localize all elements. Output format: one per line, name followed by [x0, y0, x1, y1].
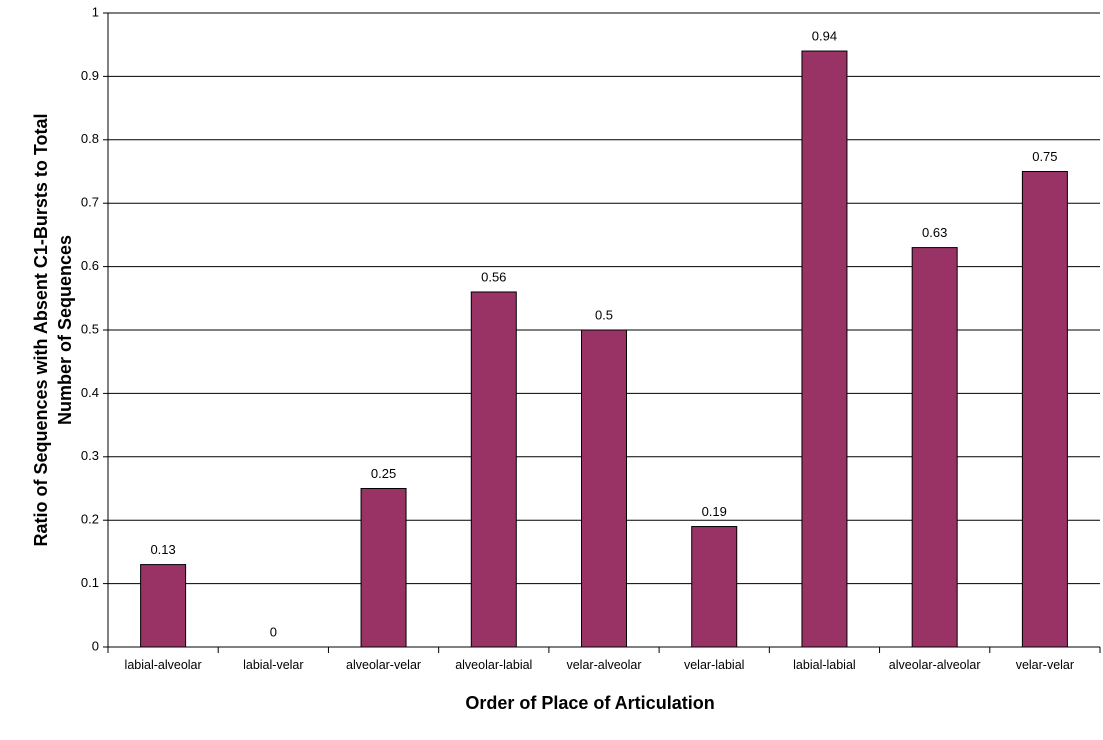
y-tick-label: 0.6 — [81, 258, 99, 273]
x-tick-label: velar-alveolar — [566, 658, 642, 672]
bar — [1021, 171, 1068, 648]
data-label: 0.75 — [1032, 149, 1057, 164]
bar — [911, 247, 958, 648]
y-tick-label: 0.1 — [81, 575, 99, 590]
x-tick-label: velar-labial — [683, 658, 745, 672]
data-label: 0.56 — [481, 269, 506, 284]
bar — [691, 526, 738, 648]
y-tick-label: 0.8 — [81, 131, 99, 146]
y-tick-label: 1 — [92, 4, 99, 19]
data-label: 0 — [270, 624, 277, 639]
y-tick-label: 0.9 — [81, 68, 99, 83]
x-axis-title: Order of Place of Articulation — [465, 693, 714, 713]
y-tick-label: 0.7 — [81, 195, 99, 210]
bar — [801, 50, 848, 648]
data-label: 0.19 — [702, 504, 727, 519]
y-tick-label: 0.4 — [81, 385, 99, 400]
bar — [581, 329, 627, 648]
y-tick-label: 0.3 — [81, 448, 99, 463]
data-label: 0.25 — [371, 466, 396, 481]
x-tick-label: velar-velar — [1015, 658, 1075, 672]
bar — [140, 564, 187, 648]
x-tick-label: alveolar-alveolar — [888, 658, 981, 672]
data-label: 0.5 — [595, 307, 613, 322]
x-tick-label: labial-alveolar — [124, 658, 202, 672]
y-tick-label: 0 — [92, 638, 99, 653]
data-label: 0.13 — [150, 542, 175, 557]
bar — [360, 488, 407, 648]
y-tick-label: 0.2 — [81, 512, 99, 527]
x-tick-label: alveolar-labial — [455, 658, 533, 672]
y-axis-title: Number of Sequences — [55, 235, 75, 425]
x-tick-label: labial-labial — [793, 658, 856, 672]
data-label: 0.63 — [922, 225, 947, 240]
y-axis-title: Ratio of Sequences with Absent C1-Bursts… — [31, 113, 51, 546]
data-label: 0.94 — [812, 28, 837, 43]
x-tick-label: alveolar-velar — [346, 658, 422, 672]
y-tick-label: 0.5 — [81, 321, 99, 336]
x-tick-label: labial-velar — [243, 658, 304, 672]
bar — [470, 291, 517, 648]
